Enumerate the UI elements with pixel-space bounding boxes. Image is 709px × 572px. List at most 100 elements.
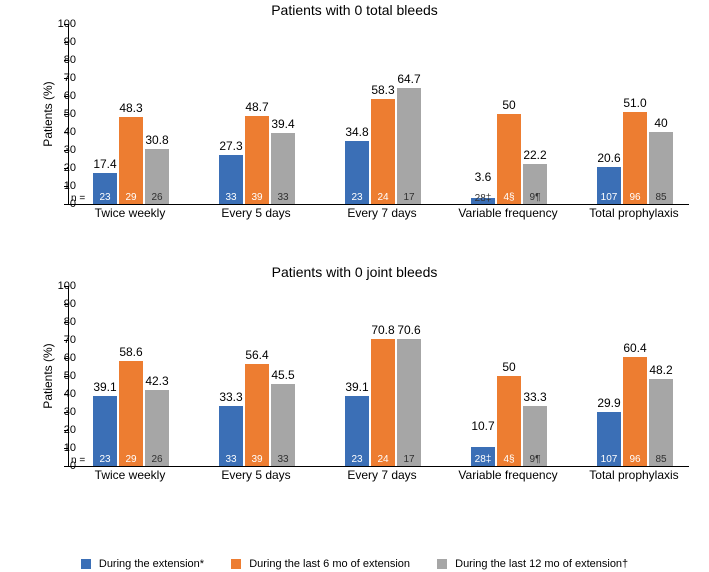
category-label: Every 5 days (196, 206, 316, 220)
legend-item-0: During the extension* (81, 558, 204, 570)
bar-n-label: 23 (345, 192, 369, 203)
chart-title: Patients with 0 joint bleeds (0, 264, 709, 280)
y-tick-mark (64, 168, 69, 169)
legend-swatch-2 (437, 559, 447, 569)
y-tick-mark (64, 204, 69, 205)
legend-label-1: During the last 6 mo of extension (249, 558, 410, 570)
bar-n-label: 4§ (497, 454, 521, 465)
bar-n-label: 26 (145, 192, 169, 203)
legend: During the extension* During the last 6 … (0, 558, 709, 570)
bar-value-label: 51.0 (605, 96, 665, 110)
bar: 23 (345, 396, 369, 466)
bar-value-label: 70.6 (379, 323, 439, 337)
bar: 26 (145, 390, 169, 466)
bar-n-label: 17 (397, 454, 421, 465)
bar-value-label: 58.6 (101, 345, 161, 359)
bar-n-label: 26 (145, 454, 169, 465)
chart-joint-bleeds: Patients with 0 joint bleedsPatients (%)… (0, 264, 709, 528)
plot-wrap: Patients (%)0102030405060708090100Twice … (40, 280, 700, 500)
bar-value-label: 45.5 (253, 368, 313, 382)
bar-n-label: 39 (245, 454, 269, 465)
bar-n-label: 33 (271, 192, 295, 203)
legend-swatch-0 (81, 559, 91, 569)
bar-n-label: 23 (93, 454, 117, 465)
category-label: Every 7 days (322, 468, 442, 482)
bar: 9¶ (523, 406, 547, 466)
bar-value-label: 48.2 (631, 363, 691, 377)
y-tick-mark (64, 286, 69, 287)
bar: 23 (345, 141, 369, 204)
bar: 85 (649, 379, 673, 466)
y-tick-mark (64, 150, 69, 151)
category-label: Every 5 days (196, 468, 316, 482)
bar: 24 (371, 99, 395, 204)
bar: 33 (219, 406, 243, 466)
bar-n-label: 24 (371, 192, 395, 203)
y-tick-mark (64, 376, 69, 377)
y-tick-mark (64, 114, 69, 115)
category-label: Twice weekly (70, 206, 190, 220)
bar: 85 (649, 132, 673, 204)
bar-n-label: 33 (271, 454, 295, 465)
category-label: Variable frequency (448, 206, 568, 220)
category-label: Total prophylaxis (574, 206, 694, 220)
y-tick-mark (64, 304, 69, 305)
bar: 29 (119, 117, 143, 204)
y-tick-mark (64, 466, 69, 467)
plot-wrap: Patients (%)0102030405060708090100Twice … (40, 18, 700, 238)
bar-value-label: 33.3 (505, 390, 565, 404)
bar-n-label: 39 (245, 192, 269, 203)
y-tick-mark (64, 42, 69, 43)
figure-container: Patients with 0 total bleedsPatients (%)… (0, 2, 709, 572)
bar-n-label: 29 (119, 454, 143, 465)
bar-value-label: 22.2 (505, 148, 565, 162)
bar-n-label: 107 (597, 192, 621, 203)
legend-label-0: During the extension* (99, 558, 204, 570)
bar-n-label: 29 (119, 192, 143, 203)
bar: 28‡ (471, 198, 495, 204)
y-tick-mark (64, 96, 69, 97)
bar-value-label: 30.8 (127, 133, 187, 147)
bar: 23 (93, 173, 117, 204)
bar: 23 (93, 396, 117, 466)
bar: 33 (271, 133, 295, 204)
bar: 17 (397, 88, 421, 204)
bar-n-label: 24 (371, 454, 395, 465)
bar-n-label: 9¶ (523, 192, 547, 203)
bar-value-label: 60.4 (605, 341, 665, 355)
chart-total-bleeds: Patients with 0 total bleedsPatients (%)… (0, 2, 709, 262)
bar-n-label: 96 (623, 192, 647, 203)
bar: 28‡ (471, 447, 495, 466)
charts-host: Patients with 0 total bleedsPatients (%)… (0, 2, 709, 528)
y-tick-mark (64, 358, 69, 359)
legend-item-1: During the last 6 mo of extension (231, 558, 410, 570)
bar: 107 (597, 167, 621, 204)
bar-n-label: 23 (93, 192, 117, 203)
bar: 33 (271, 384, 295, 466)
bar-n-label: 28‡ (471, 454, 495, 465)
bar-value-label: 48.7 (227, 100, 287, 114)
bar-value-label: 64.7 (379, 72, 439, 86)
y-tick-mark (64, 340, 69, 341)
bar-n-label: 4§ (497, 192, 521, 203)
n-equals-label: n = (71, 455, 85, 466)
plot-area: n =2317.42948.32630.83327.33948.73339.42… (68, 24, 689, 205)
bar-n-label: 107 (597, 454, 621, 465)
y-tick-mark (64, 394, 69, 395)
n-equals-label: n = (71, 193, 85, 204)
legend-item-2: During the last 12 mo of extension† (437, 558, 628, 570)
bar-value-label: 56.4 (227, 348, 287, 362)
bar-value-label: 48.3 (101, 101, 161, 115)
bar-n-label: 33 (219, 192, 243, 203)
bar: 24 (371, 339, 395, 466)
legend-label-2: During the last 12 mo of extension† (455, 558, 628, 570)
y-tick-mark (64, 132, 69, 133)
y-tick-mark (64, 24, 69, 25)
y-tick-mark (64, 412, 69, 413)
y-tick-mark (64, 186, 69, 187)
bar-n-label: 9¶ (523, 454, 547, 465)
category-label: Every 7 days (322, 206, 442, 220)
bar-n-label: 17 (397, 192, 421, 203)
bar-n-label: 85 (649, 192, 673, 203)
bar-n-label: 23 (345, 454, 369, 465)
